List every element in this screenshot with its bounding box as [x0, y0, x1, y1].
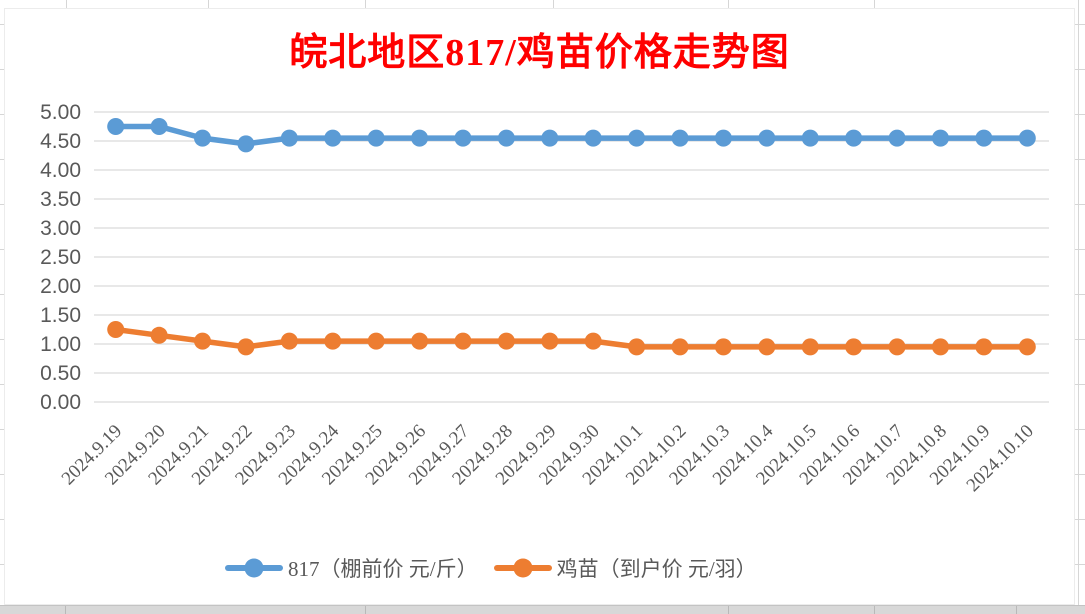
data-point[interactable] [497, 129, 515, 147]
data-point[interactable] [194, 332, 212, 350]
y-tick-label: 5.00 [40, 101, 81, 124]
legend-label-jimiao: 鸡苗（到户价 元/羽） [556, 557, 757, 581]
data-point[interactable] [454, 129, 472, 147]
data-point[interactable] [280, 129, 298, 147]
y-tick-label: 2.00 [40, 275, 81, 298]
legend-line-marker-jimiao [493, 558, 552, 578]
sheet-cell-divider [728, 606, 729, 614]
data-point[interactable] [714, 338, 732, 356]
y-tick-label: 1.00 [40, 333, 81, 356]
sheet-column-line [1078, 0, 1079, 614]
data-point[interactable] [845, 338, 863, 356]
legend-line-marker-817 [225, 558, 283, 578]
data-point[interactable] [888, 338, 906, 356]
legend-dot-icon [244, 558, 264, 578]
data-point[interactable] [237, 338, 255, 356]
data-point[interactable] [411, 332, 429, 350]
data-point[interactable] [931, 129, 949, 147]
y-tick-label: 2.50 [40, 246, 81, 269]
sheet-cell-divider [65, 606, 66, 614]
data-point[interactable] [975, 129, 993, 147]
data-point[interactable] [628, 129, 646, 147]
legend-item-817[interactable]: 817（棚前价 元/斤） [225, 553, 478, 583]
data-point[interactable] [150, 326, 168, 344]
data-point[interactable] [107, 321, 125, 338]
data-point[interactable] [367, 332, 385, 350]
sheet-cell-divider [1016, 606, 1017, 614]
data-point[interactable] [714, 129, 732, 147]
data-point[interactable] [975, 338, 993, 356]
data-point[interactable] [931, 338, 949, 356]
y-tick-label: 4.00 [40, 159, 81, 182]
data-point[interactable] [758, 338, 776, 356]
data-point[interactable] [194, 129, 212, 147]
plot-area-svg: 0.00 0.50 1.00 1.50 2.00 2.50 3.00 3.50 4.00 4.50… [40, 101, 1049, 496]
data-point[interactable] [758, 129, 776, 147]
data-point[interactable] [541, 332, 559, 350]
y-tick-label: 3.50 [40, 188, 81, 211]
data-point[interactable] [150, 118, 168, 135]
data-point[interactable] [324, 129, 342, 147]
series-line-0 [112, 123, 1031, 147]
data-point[interactable] [237, 135, 255, 153]
chart-title: 皖北地区817/鸡苗价格走势图 [289, 32, 790, 74]
data-point[interactable] [541, 129, 559, 147]
data-point[interactable] [845, 129, 863, 147]
data-point[interactable] [1018, 129, 1036, 147]
data-point[interactable] [671, 129, 689, 147]
data-point[interactable] [497, 332, 515, 350]
y-tick-label: 0.50 [40, 362, 81, 385]
data-point[interactable] [324, 332, 342, 350]
data-point[interactable] [454, 332, 472, 350]
legend-item-jimiao[interactable]: 鸡苗（到户价 元/羽） [493, 553, 757, 583]
legend: 817（棚前价 元/斤） 鸡苗（到户价 元/羽） [225, 553, 757, 583]
data-point[interactable] [801, 338, 819, 356]
data-point[interactable] [671, 338, 689, 356]
chart-object[interactable]: 皖北地区817/鸡苗价格走势图 0.00 0.50 1.00 1.50 2.00 2.50… [4, 8, 1075, 605]
series-line-1 [112, 326, 1031, 350]
data-point[interactable] [628, 338, 646, 356]
y-tick-label: 3.00 [40, 217, 81, 240]
y-tick-label: 1.50 [40, 304, 81, 327]
data-point[interactable] [584, 332, 602, 350]
data-point[interactable] [584, 129, 602, 147]
data-point[interactable] [888, 129, 906, 147]
sheet-cell-divider [365, 606, 366, 614]
legend-label-817: 817（棚前价 元/斤） [288, 557, 478, 581]
data-point[interactable] [801, 129, 819, 147]
sheet-bottom-row [0, 605, 1085, 614]
data-point[interactable] [1018, 338, 1036, 356]
data-point[interactable] [367, 129, 385, 147]
sheet-cell-divider [874, 606, 875, 614]
y-tick-label: 0.00 [40, 391, 81, 414]
data-point[interactable] [280, 332, 298, 350]
legend-dot-icon [513, 558, 533, 578]
data-point[interactable] [107, 118, 125, 135]
y-tick-label: 4.50 [40, 130, 81, 153]
data-point[interactable] [411, 129, 429, 147]
